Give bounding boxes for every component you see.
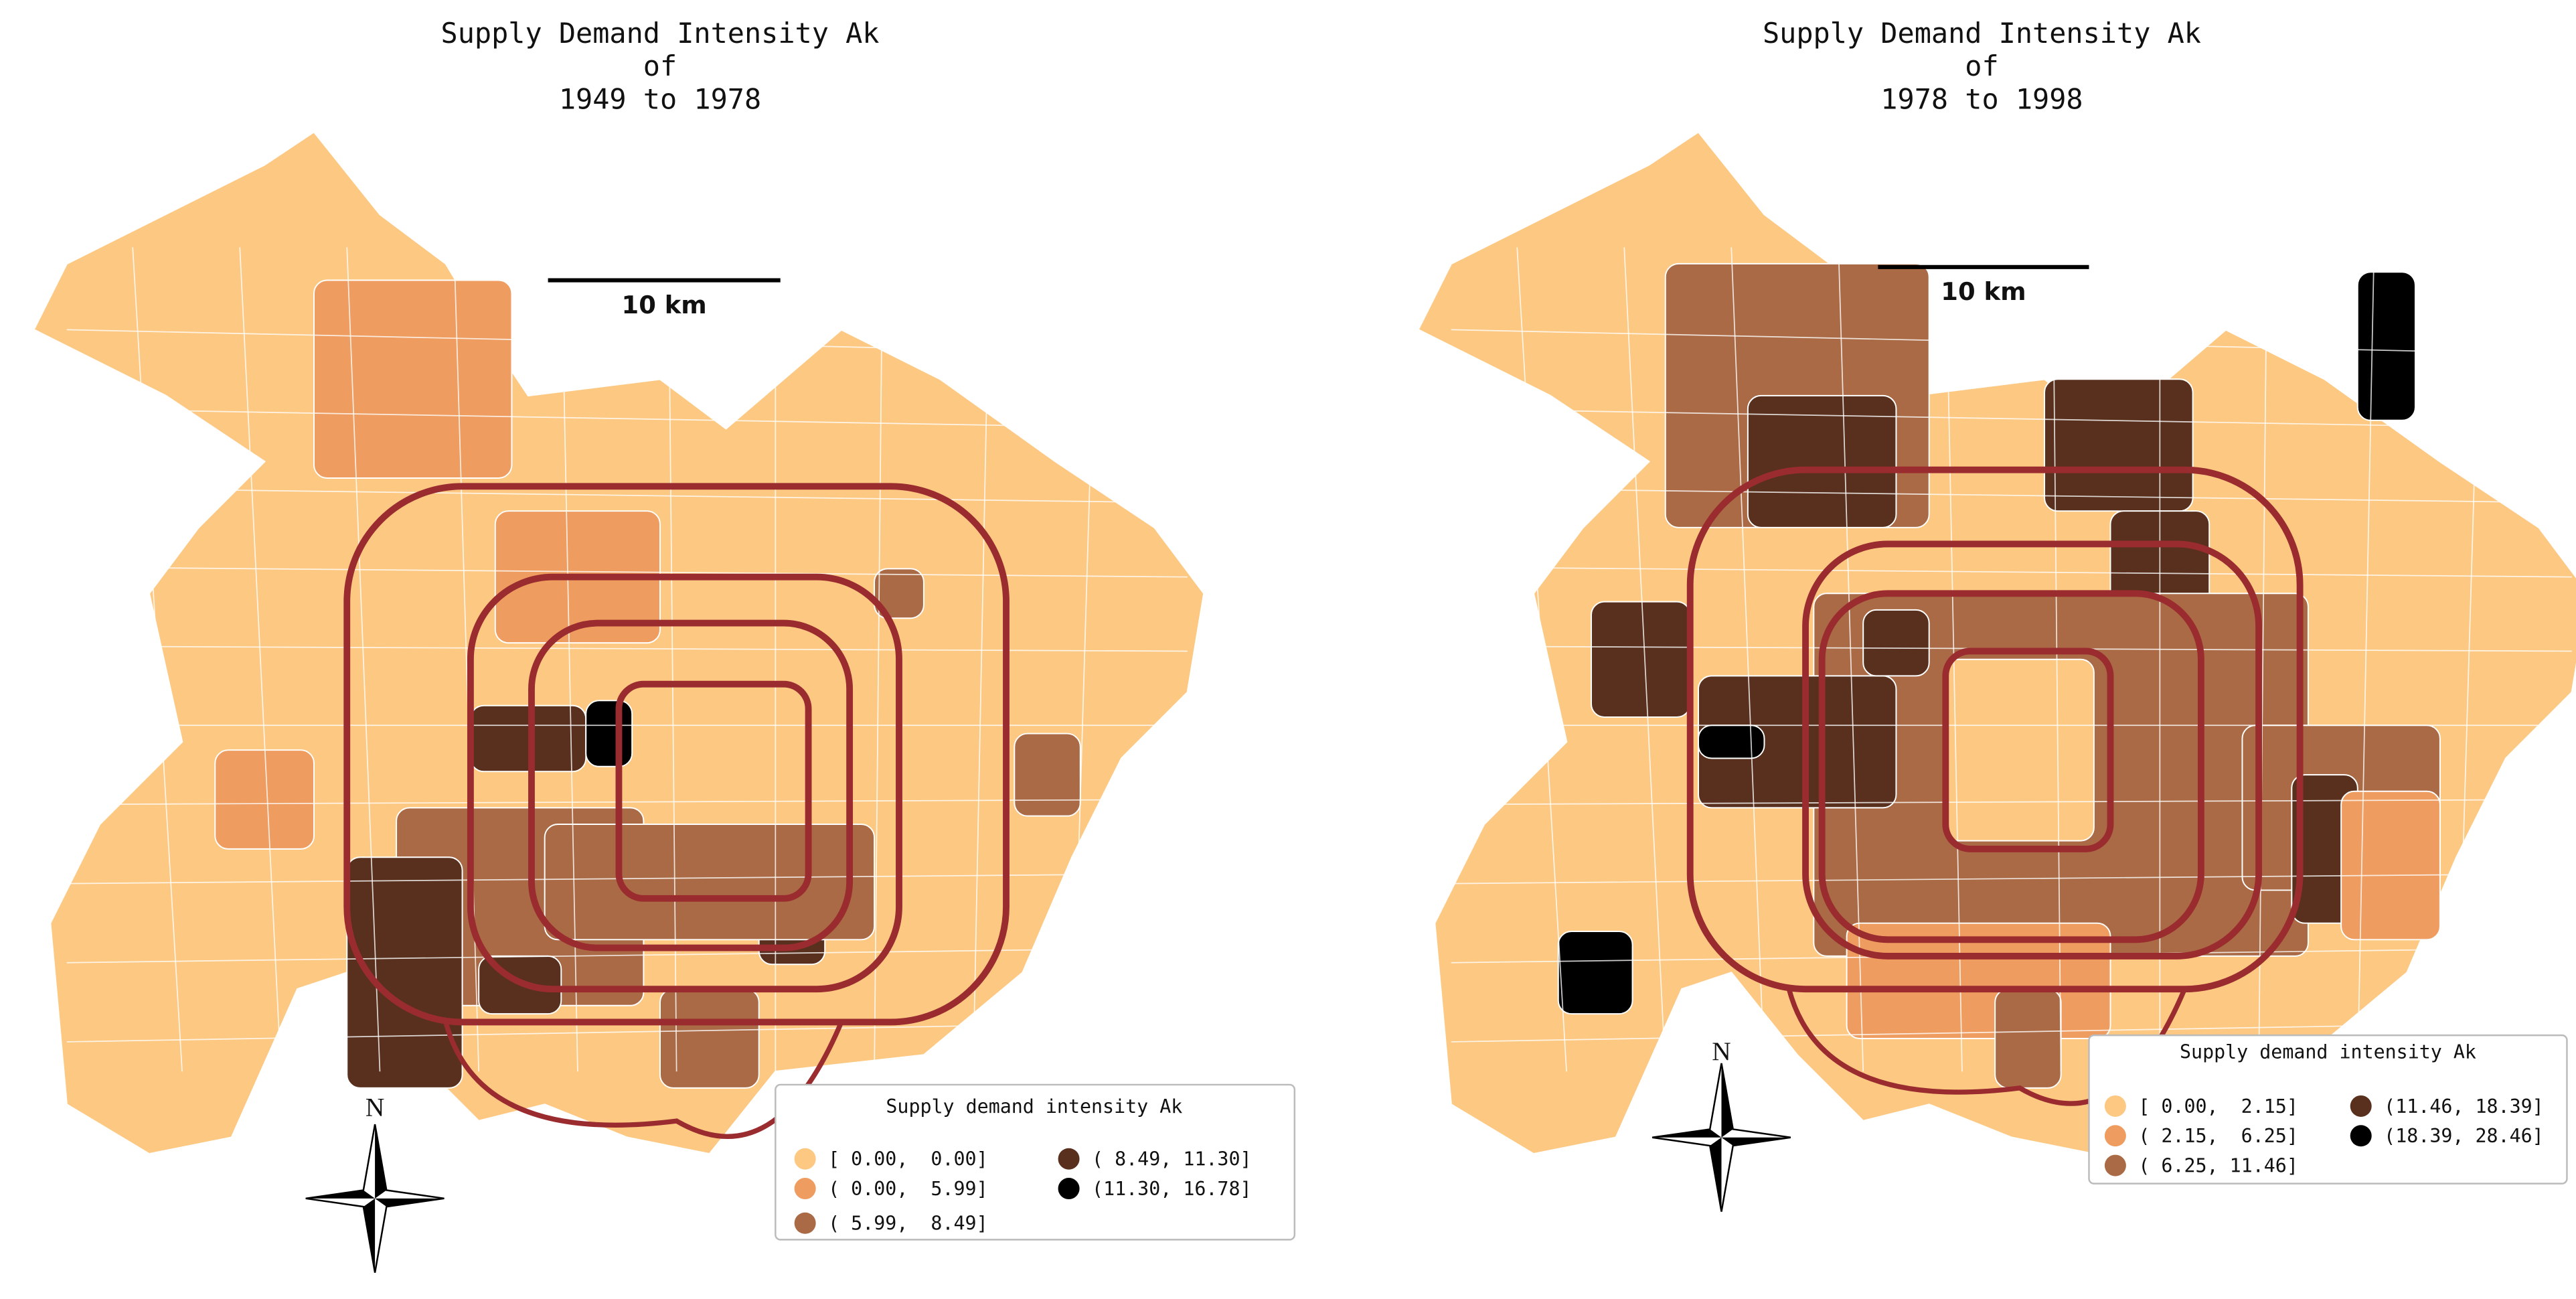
legend-label: ( 6.25, 11.46]: [2138, 1154, 2298, 1176]
district-patch: [313, 279, 513, 479]
map-title: 1949 to 1978: [559, 82, 761, 115]
street: [66, 799, 1188, 806]
street: [66, 1021, 1188, 1043]
north-arrow-shade: [305, 1124, 445, 1273]
map-title: 1978 to 1998: [1880, 82, 2083, 115]
legend-title: Supply demand intensity Ak: [886, 1095, 1182, 1118]
district-patch: [585, 700, 633, 767]
legend-label: [ 0.00, 0.00]: [828, 1148, 988, 1170]
street: [1451, 487, 2572, 504]
ring-road: [1942, 647, 2114, 852]
district-patch: [1591, 601, 1691, 718]
district-patch: [214, 749, 315, 850]
map-title: of: [1965, 50, 1998, 82]
street: [66, 645, 1188, 652]
scale-label: 10 km: [622, 291, 707, 319]
street: [1516, 247, 1567, 1072]
ring-road: [615, 680, 812, 902]
map-title: Supply Demand Intensity Ak: [1763, 17, 2201, 50]
legend-label: ( 5.99, 8.49]: [828, 1213, 988, 1235]
street: [1730, 247, 1765, 1072]
legend-label: (11.46, 18.39]: [2384, 1095, 2544, 1118]
street: [132, 247, 183, 1072]
ring-road: [1802, 540, 2262, 960]
street: [1451, 799, 2572, 806]
district-patch: [1994, 988, 2062, 1089]
district-patch: [2044, 378, 2194, 512]
legend-swatch: [794, 1212, 816, 1234]
street: [66, 872, 1188, 885]
legend-swatch: [2350, 1125, 2372, 1147]
street: [1451, 329, 2572, 356]
district-patch: [544, 823, 876, 941]
district-patch: [659, 988, 760, 1089]
district-patch: [1747, 394, 1897, 528]
legend-swatch: [1058, 1178, 1080, 1200]
ring-road: [1686, 466, 2304, 993]
street: [2052, 247, 2062, 1072]
district-patch: [1862, 609, 1930, 677]
street: [667, 247, 677, 1072]
legend: Supply demand intensity Ak [ 0.00, 0.00] (…: [775, 1083, 1296, 1241]
street: [874, 247, 884, 1072]
legend: Supply demand intensity Ak [ 0.00, 2.15] (…: [2088, 1034, 2568, 1185]
district-patch: [1698, 724, 1765, 759]
street: [1451, 408, 2572, 429]
scale-label: 10 km: [1941, 277, 2026, 306]
legend-swatch: [2104, 1125, 2126, 1147]
street: [560, 247, 578, 1072]
street: [1071, 247, 1098, 1072]
district-patch: [1945, 658, 2095, 842]
map-title: Supply Demand Intensity Ak: [441, 17, 880, 50]
legend-swatch: [2104, 1095, 2126, 1117]
legend-label: ( 8.49, 11.30]: [1092, 1148, 1252, 1170]
legend-swatch: [2350, 1095, 2372, 1117]
legend-swatch: [2104, 1154, 2126, 1176]
street: [239, 247, 282, 1072]
north-label: N: [1712, 1037, 1730, 1066]
street: [1623, 247, 1666, 1072]
legend-label: ( 0.00, 5.99]: [828, 1178, 988, 1200]
street: [1451, 872, 2572, 885]
street: [66, 408, 1188, 429]
street: [972, 247, 991, 1072]
ring-road: [1818, 590, 2204, 943]
street: [66, 329, 1188, 356]
legend-swatch: [794, 1178, 816, 1200]
street: [1451, 1021, 2572, 1043]
street: [1451, 566, 2572, 578]
north-label: N: [366, 1093, 384, 1122]
legend-swatch: [794, 1148, 816, 1170]
legend-label: [ 0.00, 2.15]: [2138, 1095, 2298, 1118]
legend-box: [775, 1083, 1296, 1241]
legend-label: ( 2.15, 6.25]: [2138, 1125, 2298, 1147]
legend-title: Supply demand intensity Ak: [2180, 1041, 2476, 1063]
district-patch: [2340, 790, 2441, 941]
street: [2456, 247, 2482, 1072]
district-patch: [2356, 271, 2416, 421]
ring-road: [528, 619, 854, 951]
legend-swatch: [1058, 1148, 1080, 1170]
legend-box: [2088, 1034, 2568, 1185]
street: [2258, 247, 2268, 1072]
ring-road: [343, 483, 1010, 1026]
legend-label: (18.39, 28.46]: [2384, 1125, 2544, 1147]
district-patch: [874, 568, 924, 619]
legend-label: (11.30, 16.78]: [1092, 1178, 1252, 1200]
district-patch: [1557, 931, 1633, 1015]
district-patch: [1014, 733, 1081, 817]
north-arrow-shade: [1652, 1063, 1791, 1212]
district-patch: [346, 856, 463, 1089]
map-title: of: [643, 50, 677, 82]
ring-road: [467, 573, 902, 993]
street: [2356, 247, 2375, 1072]
street: [346, 247, 381, 1072]
street: [66, 487, 1188, 504]
